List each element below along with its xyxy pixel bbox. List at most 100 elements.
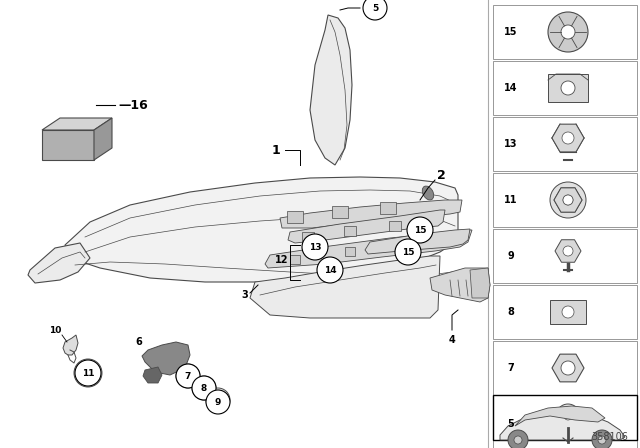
- Circle shape: [598, 436, 606, 444]
- Circle shape: [548, 12, 588, 52]
- Bar: [493, 285, 637, 339]
- Polygon shape: [302, 232, 314, 242]
- Polygon shape: [515, 406, 605, 426]
- Bar: [493, 61, 637, 115]
- Polygon shape: [380, 202, 396, 214]
- Polygon shape: [42, 118, 112, 130]
- Text: 11: 11: [82, 369, 94, 378]
- Polygon shape: [552, 124, 584, 152]
- Polygon shape: [430, 268, 490, 302]
- Polygon shape: [250, 256, 440, 318]
- Circle shape: [562, 132, 574, 144]
- Bar: [493, 5, 637, 59]
- Polygon shape: [280, 200, 462, 228]
- Circle shape: [514, 436, 522, 444]
- Circle shape: [74, 359, 102, 387]
- Polygon shape: [265, 230, 472, 268]
- Polygon shape: [470, 268, 490, 298]
- Polygon shape: [28, 243, 90, 283]
- Polygon shape: [345, 247, 355, 256]
- Polygon shape: [389, 221, 401, 231]
- Polygon shape: [554, 188, 582, 212]
- Polygon shape: [332, 206, 348, 218]
- Text: 12: 12: [275, 255, 288, 265]
- Text: 5: 5: [508, 419, 515, 429]
- Circle shape: [82, 367, 94, 379]
- Bar: [493, 229, 637, 283]
- Polygon shape: [310, 15, 352, 165]
- Circle shape: [206, 390, 230, 414]
- Circle shape: [561, 25, 575, 39]
- Text: 11: 11: [504, 195, 518, 205]
- Polygon shape: [550, 300, 586, 324]
- Circle shape: [192, 376, 216, 400]
- Text: 13: 13: [504, 139, 518, 149]
- Circle shape: [302, 234, 328, 260]
- Polygon shape: [42, 130, 94, 160]
- Text: 13: 13: [308, 242, 321, 251]
- Circle shape: [563, 195, 573, 205]
- Circle shape: [317, 257, 343, 283]
- Text: 7: 7: [185, 371, 191, 380]
- Polygon shape: [63, 335, 78, 355]
- Circle shape: [183, 371, 193, 381]
- Circle shape: [563, 246, 573, 256]
- Circle shape: [176, 364, 200, 388]
- Text: 2: 2: [437, 168, 445, 181]
- Text: 358106: 358106: [591, 432, 628, 442]
- Circle shape: [561, 361, 575, 375]
- Circle shape: [199, 383, 209, 393]
- Polygon shape: [500, 413, 625, 440]
- Ellipse shape: [422, 186, 434, 200]
- Text: 14: 14: [324, 266, 336, 275]
- Bar: [493, 397, 637, 448]
- Bar: [493, 395, 637, 440]
- Polygon shape: [287, 211, 303, 223]
- Circle shape: [395, 239, 421, 265]
- Polygon shape: [552, 354, 584, 382]
- Text: 15: 15: [504, 27, 518, 37]
- Polygon shape: [288, 210, 445, 243]
- Circle shape: [592, 430, 612, 448]
- Circle shape: [556, 404, 580, 428]
- Circle shape: [564, 412, 572, 420]
- Circle shape: [176, 364, 200, 388]
- Circle shape: [562, 306, 574, 318]
- Circle shape: [75, 360, 101, 386]
- Polygon shape: [94, 118, 112, 160]
- Polygon shape: [548, 74, 588, 102]
- Polygon shape: [555, 240, 581, 262]
- Circle shape: [561, 81, 575, 95]
- Bar: [493, 117, 637, 171]
- Text: 9: 9: [215, 397, 221, 406]
- Polygon shape: [65, 177, 458, 282]
- Text: 15: 15: [413, 225, 426, 234]
- Text: 7: 7: [508, 363, 515, 373]
- Text: 5: 5: [372, 4, 378, 13]
- Polygon shape: [554, 188, 582, 212]
- Text: 8: 8: [201, 383, 207, 392]
- Bar: [493, 341, 637, 395]
- Circle shape: [407, 217, 433, 243]
- Circle shape: [206, 388, 230, 412]
- Polygon shape: [365, 229, 470, 254]
- Text: 3: 3: [241, 290, 248, 300]
- Polygon shape: [142, 342, 190, 375]
- Text: 15: 15: [402, 247, 414, 257]
- Text: 10: 10: [49, 326, 61, 335]
- Bar: [493, 173, 637, 227]
- Circle shape: [192, 376, 216, 400]
- Text: 6: 6: [135, 337, 142, 347]
- Polygon shape: [344, 226, 356, 236]
- Circle shape: [363, 0, 387, 20]
- Circle shape: [508, 430, 528, 448]
- Text: 4: 4: [449, 335, 456, 345]
- Polygon shape: [405, 240, 415, 249]
- Text: 9: 9: [508, 251, 515, 261]
- Polygon shape: [290, 255, 300, 264]
- Text: —16: —16: [118, 99, 148, 112]
- Circle shape: [213, 395, 223, 405]
- Circle shape: [550, 182, 586, 218]
- Circle shape: [563, 195, 573, 205]
- Text: 8: 8: [508, 307, 515, 317]
